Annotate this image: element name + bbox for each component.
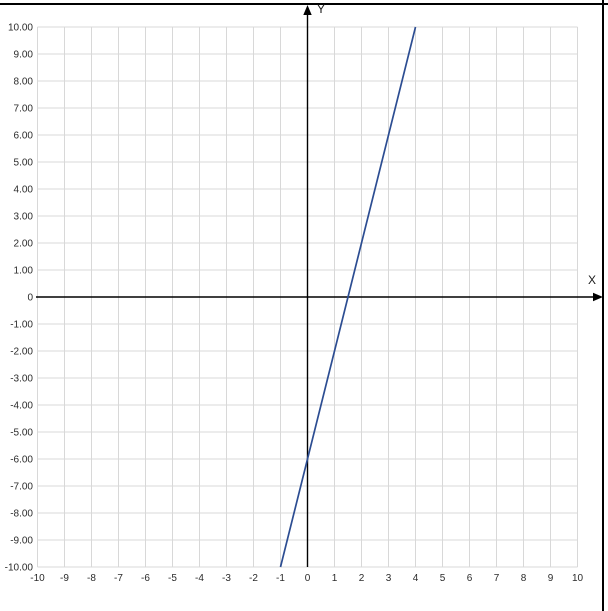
y-axis-label: Y xyxy=(317,2,326,16)
y-tick-label: -3.00 xyxy=(10,374,33,385)
x-tick-label: 2 xyxy=(359,573,365,584)
y-tick-label: -2.00 xyxy=(10,347,33,358)
x-tick-label: 7 xyxy=(494,573,500,584)
window-top-border xyxy=(0,3,608,5)
y-tick-label: 7.00 xyxy=(14,104,34,115)
x-tick-label: -4 xyxy=(195,573,204,584)
y-tick-label: -10.00 xyxy=(5,563,34,574)
y-tick-label: 10.00 xyxy=(8,23,33,34)
x-tick-label: 9 xyxy=(548,573,554,584)
y-tick-label: -8.00 xyxy=(10,509,33,520)
y-tick-label: -5.00 xyxy=(10,428,33,439)
y-tick-label: 4.00 xyxy=(14,185,34,196)
x-tick-label: -8 xyxy=(87,573,96,584)
x-tick-label: 4 xyxy=(413,573,419,584)
x-tick-label: 10 xyxy=(572,573,584,584)
x-tick-label: -2 xyxy=(249,573,258,584)
x-tick-label: 5 xyxy=(440,573,446,584)
plot-line xyxy=(279,26,417,568)
x-axis-label: X xyxy=(588,273,597,287)
x-tick-label: -5 xyxy=(168,573,177,584)
x-tick-label: -7 xyxy=(114,573,123,584)
y-tick-label: 9.00 xyxy=(14,50,34,61)
x-axis-arrowhead xyxy=(593,292,603,302)
y-tick-label: -7.00 xyxy=(10,482,33,493)
y-tick-label: 6.00 xyxy=(14,131,34,142)
y-tick-label: -4.00 xyxy=(10,401,33,412)
y-tick-label: 0 xyxy=(27,293,33,304)
y-axis-arrowhead xyxy=(303,5,312,15)
x-tick-label: -1 xyxy=(276,573,285,584)
window-right-border xyxy=(601,0,604,611)
x-tick-label: -3 xyxy=(222,573,231,584)
x-tick-label: 3 xyxy=(386,573,392,584)
x-tick-label: 8 xyxy=(521,573,527,584)
y-tick-label: -6.00 xyxy=(10,455,33,466)
y-tick-label: 5.00 xyxy=(14,158,34,169)
y-tick-label: 8.00 xyxy=(14,77,34,88)
y-tick-label: 1.00 xyxy=(14,266,34,277)
x-tick-label: -9 xyxy=(60,573,69,584)
y-tick-label: -9.00 xyxy=(10,536,33,547)
x-tick-label: -6 xyxy=(141,573,150,584)
x-tick-label: 1 xyxy=(332,573,338,584)
x-tick-label: 6 xyxy=(467,573,473,584)
y-tick-label: -1.00 xyxy=(10,320,33,331)
x-tick-label: 0 xyxy=(305,573,311,584)
x-tick-label: -10 xyxy=(30,573,45,584)
y-tick-label: 2.00 xyxy=(14,239,34,250)
y-tick-label: 3.00 xyxy=(14,212,34,223)
